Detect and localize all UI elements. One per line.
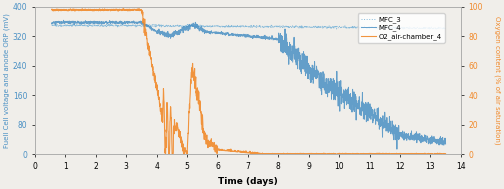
Legend: MFC_3, MFC_4, O2_air-chamber_4: MFC_3, MFC_4, O2_air-chamber_4	[358, 13, 445, 43]
Y-axis label: Oxygen content (% of air saturation): Oxygen content (% of air saturation)	[494, 16, 500, 145]
X-axis label: Time (days): Time (days)	[218, 177, 278, 186]
Y-axis label: Fuell Cell voltage and anode ORP (mV): Fuell Cell voltage and anode ORP (mV)	[4, 13, 10, 148]
